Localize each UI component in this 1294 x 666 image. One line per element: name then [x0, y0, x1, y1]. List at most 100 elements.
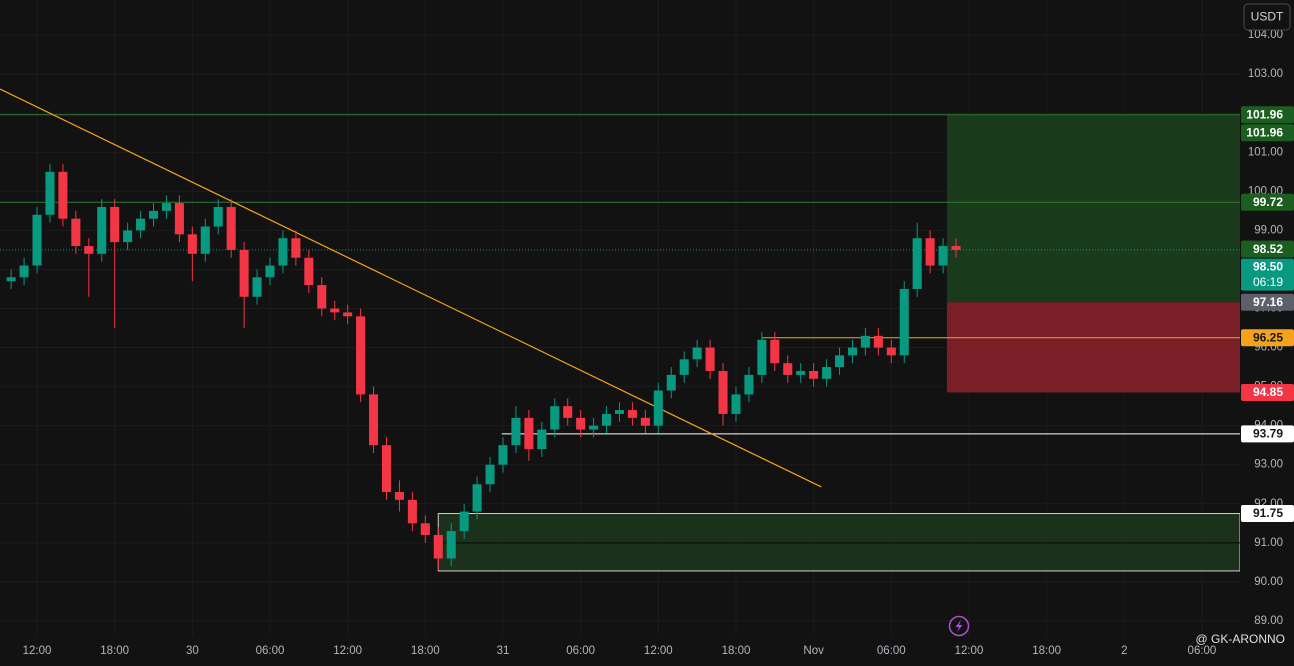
candle-body [705, 347, 715, 371]
price-tag-label: 91.75 [1253, 506, 1283, 520]
candle-body [304, 257, 314, 286]
candle-body [433, 535, 443, 559]
y-tick-label: 93.00 [1254, 459, 1283, 471]
candle-body [614, 410, 625, 414]
candle-body [446, 531, 456, 559]
candle-body [381, 445, 392, 493]
candle-body [627, 410, 637, 418]
x-tick-label: 30 [186, 645, 199, 657]
x-tick-label: 18:00 [1032, 645, 1061, 657]
candle-body [213, 206, 223, 227]
price-tag [1241, 293, 1294, 311]
candle-body [356, 316, 366, 395]
price-tag [1241, 505, 1294, 523]
candle-body [71, 218, 81, 247]
candle-body [317, 285, 327, 309]
price-tag [1241, 425, 1294, 443]
x-tick-label: 12:00 [23, 645, 52, 657]
candle-body [485, 464, 495, 485]
candle-body [369, 394, 379, 446]
candle-body [809, 370, 819, 379]
candle-body [718, 370, 728, 414]
candle-body [407, 499, 417, 524]
candle-body [343, 312, 353, 317]
x-tick-label: 06:00 [877, 645, 906, 657]
x-tick-label: Nov [803, 645, 824, 657]
candle-body [110, 206, 120, 243]
price-tag [1241, 258, 1294, 291]
candle-body [731, 394, 741, 414]
countdown-label: 06:19 [1253, 275, 1283, 289]
candle-body [796, 370, 806, 375]
candle-body [394, 492, 404, 500]
x-tick-label: 31 [497, 645, 510, 657]
candle-body [239, 249, 249, 297]
candle-body [576, 417, 586, 430]
y-tick-label: 103.00 [1248, 68, 1283, 80]
price-tag [1241, 124, 1294, 142]
x-tick-label: 12:00 [955, 645, 984, 657]
y-tick-label: 104.00 [1248, 29, 1283, 41]
candle-body [653, 390, 663, 426]
candle-body [226, 206, 236, 250]
candle-body [278, 238, 288, 266]
price-tag [1241, 383, 1294, 401]
candle-body [537, 429, 547, 450]
price-tag-label: 101.96 [1246, 125, 1283, 139]
watermark: @ GK-ARONNO [1195, 632, 1285, 646]
candle-body [6, 277, 16, 282]
candle-body [84, 246, 94, 254]
candle-body [679, 359, 689, 375]
candle-body [770, 339, 780, 364]
price-tag-label: 101.96 [1246, 107, 1283, 121]
candle-body [666, 374, 676, 391]
candle-body [459, 511, 469, 532]
candle-body [873, 335, 883, 348]
price-tag [1241, 106, 1294, 124]
currency-label[interactable]: USDT [1251, 10, 1284, 24]
currency-button-frame[interactable] [1243, 3, 1291, 31]
candle-body [834, 355, 845, 368]
candle-body [136, 218, 146, 231]
x-tick-label: 2 [1121, 645, 1127, 657]
x-tick-label: 12:00 [333, 645, 362, 657]
candle-body [640, 417, 650, 426]
candle-body [148, 210, 159, 219]
price-tag [1241, 240, 1294, 258]
candle-body [200, 226, 210, 254]
candle-body [899, 288, 909, 356]
x-tick-label: 18:00 [722, 645, 751, 657]
demand-zone [437, 513, 1241, 572]
candle-body [524, 417, 534, 450]
x-tick-label: 06:00 [256, 645, 285, 657]
candle-body [511, 417, 521, 446]
x-tick-label: 18:00 [411, 645, 440, 657]
y-tick-label: 91.00 [1254, 537, 1283, 549]
candle-body [265, 265, 275, 278]
alert-icon-ring[interactable] [948, 615, 970, 637]
candle-body [951, 246, 961, 250]
price-tag-label: 93.79 [1253, 427, 1283, 441]
candle-body [161, 203, 171, 211]
candle-body [19, 265, 29, 278]
candle-body [123, 230, 133, 243]
candle-body [912, 238, 922, 289]
time-axis-panel [0, 636, 1240, 666]
price-tag-label: 98.52 [1253, 242, 1283, 256]
x-tick-label: 12:00 [644, 645, 673, 657]
candle-body [692, 347, 702, 360]
candle-body [925, 238, 935, 266]
price-tag [1241, 193, 1294, 211]
price-tag [1241, 329, 1294, 347]
y-tick-label: 89.00 [1254, 615, 1283, 627]
candle-body [174, 203, 184, 235]
loss-zone [946, 302, 1240, 393]
y-tick-label: 99.00 [1254, 224, 1283, 236]
x-tick-label: 18:00 [100, 645, 129, 657]
currency-button[interactable]: USDT [1243, 3, 1291, 31]
candle-body [563, 406, 573, 418]
alert-icon[interactable] [948, 615, 970, 637]
candle-body [602, 413, 612, 426]
alert-icon-bolt[interactable] [955, 620, 963, 632]
